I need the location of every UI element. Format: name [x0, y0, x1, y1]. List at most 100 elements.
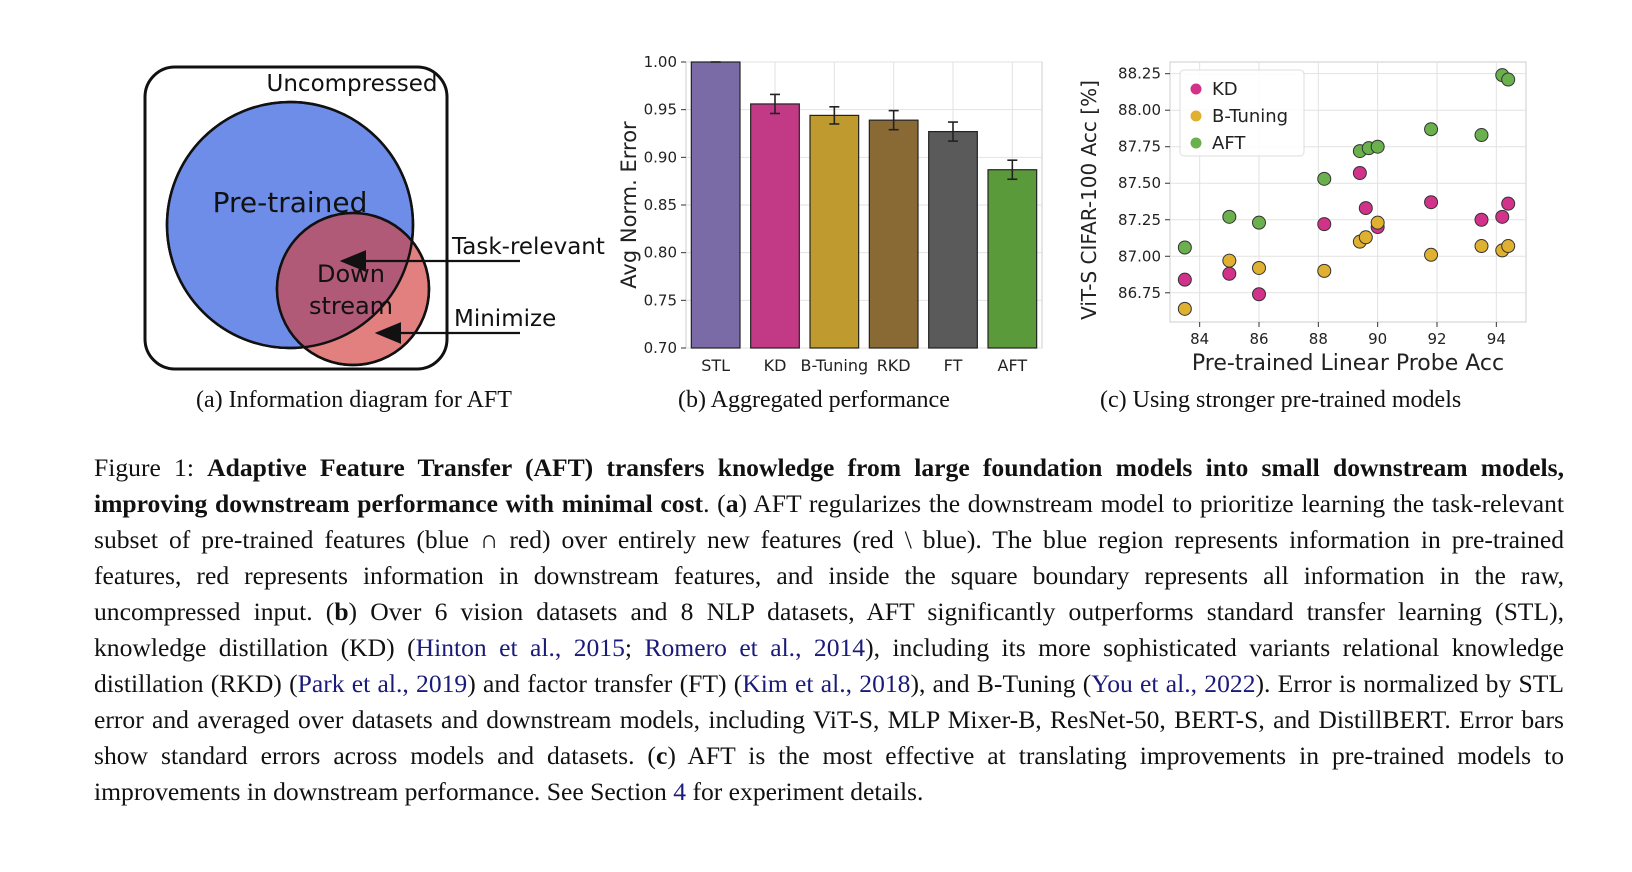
task-relevant-label: Task-relevant — [451, 234, 605, 260]
scatter-point-aft — [1252, 215, 1266, 230]
scatter-ytick-label: 87.25 — [1118, 211, 1161, 229]
caption-text: . ( — [703, 489, 726, 518]
bar-ft — [928, 130, 978, 349]
caption-text: ), and B-Tuning ( — [910, 669, 1092, 698]
scatter-xtick-label: 92 — [1427, 330, 1446, 348]
caption-text: ) Over 6 vision datasets and 8 NLP datas… — [94, 597, 1565, 662]
caption-text: ). Error is normalized by STL error and … — [94, 669, 1564, 770]
scatter-xtick-label: 88 — [1309, 330, 1328, 348]
bar-kd — [750, 103, 800, 349]
caption-a: (a) Information diagram for AFT — [196, 387, 512, 413]
bar-ytick-label: 0.90 — [644, 148, 677, 166]
scatter-point-kd — [1222, 266, 1237, 281]
bar-stl — [690, 61, 741, 349]
figure-caption: Figure 1: Adaptive Feature Transfer (AFT… — [94, 450, 1564, 810]
caption-letter-b: b — [334, 597, 349, 626]
legend-marker-kd — [1190, 83, 1202, 95]
scatter-ytick-label: 87.50 — [1118, 174, 1161, 192]
scatter-xlabel: Pre-trained Linear Probe Acc — [1192, 351, 1504, 376]
scatter-point-kd — [1474, 212, 1489, 227]
scatter-ytick-label: 88.00 — [1118, 101, 1161, 119]
minimize-label: Minimize — [454, 306, 556, 332]
scatter-xtick-label: 84 — [1190, 330, 1209, 348]
citation-park[interactable]: Park et al., 2019 — [297, 669, 468, 698]
citation-you[interactable]: You et al., 2022 — [1091, 669, 1256, 698]
bar-ytick-label: 0.70 — [644, 339, 677, 357]
caption-text: ) AFT is the most effective at translati… — [94, 741, 1565, 806]
scatter-point-aft — [1424, 122, 1439, 137]
caption-letter-c: c — [655, 741, 668, 770]
scatter-ylabel: ViT-S CIFAR-100 Acc [%] — [1077, 80, 1101, 320]
scatter-ytick-label: 87.00 — [1118, 247, 1161, 265]
uncompressed-label: Uncompressed — [267, 71, 438, 97]
scatter-point-kd — [1317, 217, 1332, 232]
bar-ytick-label: 0.85 — [644, 196, 677, 214]
caption-text: for experiment details. — [686, 777, 924, 806]
caption-b: (b) Aggregated performance — [678, 387, 950, 413]
caption-text: ) and factor transfer (FT) ( — [467, 669, 743, 698]
bar-category-label: FT — [944, 356, 963, 375]
scatter-point-aft — [1370, 139, 1385, 154]
scatter-point-b-tuning — [1222, 253, 1237, 268]
pretrained-label: Pre-trained — [213, 186, 368, 219]
citation-kim[interactable]: Kim et al., 2018 — [742, 669, 911, 698]
legend-marker-b-tuning — [1190, 110, 1202, 122]
scatter-point-b-tuning — [1424, 247, 1439, 262]
scatter-point-aft — [1501, 72, 1516, 87]
bar-ytick-label: 0.80 — [644, 244, 677, 262]
bar-ytick-label: 1.00 — [644, 53, 677, 71]
bar-category-label: RKD — [877, 356, 911, 375]
legend-marker-aft — [1190, 137, 1202, 149]
scatter-point-kd — [1358, 201, 1373, 216]
bar-ytick-label: 0.75 — [644, 291, 677, 309]
section-reference[interactable]: 4 — [673, 777, 687, 806]
scatter-chart: 84 86 88 90 92 94 86.75 87.00 87.25 87.50 87.75 88.… — [1077, 61, 1527, 376]
caption-text: ) AFT regularizes the downstream model t… — [94, 489, 1564, 626]
legend-label-kd: KD — [1212, 79, 1238, 100]
scatter-point-b-tuning — [1252, 260, 1266, 275]
scatter-point-aft — [1474, 128, 1489, 143]
legend-label-aft: AFT — [1212, 133, 1246, 154]
scatter-xtick-label: 90 — [1368, 330, 1387, 348]
bar-category-label: STL — [701, 356, 730, 375]
scatter-point-kd — [1252, 287, 1266, 302]
caption-prefix: Figure 1: — [94, 453, 208, 482]
bar-rkd — [868, 119, 919, 349]
legend-label-b-tuning: B-Tuning — [1212, 106, 1288, 127]
bar-aft — [987, 169, 1038, 349]
caption-text: ; — [624, 633, 645, 662]
caption-bold-summary: Adaptive Feature Transfer (AFT) transfer… — [94, 453, 1564, 518]
scatter-point-kd — [1501, 196, 1516, 211]
bar-ytick-label: 0.95 — [644, 101, 677, 119]
scatter-xtick-label: 94 — [1487, 330, 1506, 348]
scatter-ytick-label: 86.75 — [1118, 284, 1161, 302]
scatter-point-b-tuning — [1358, 230, 1373, 245]
scatter-xtick-label: 86 — [1249, 330, 1268, 348]
legend-box — [1179, 69, 1305, 157]
scatter-point-b-tuning — [1501, 239, 1516, 254]
scatter-point-aft — [1317, 171, 1332, 186]
scatter-ytick-label: 88.25 — [1118, 65, 1161, 83]
scatter-point-b-tuning — [1317, 263, 1332, 278]
bar-category-label: B-Tuning — [801, 356, 869, 375]
scatter-point-kd — [1495, 209, 1510, 224]
caption-text: ), including its more sophisticated vari… — [94, 633, 1565, 698]
scatter-point-kd — [1424, 195, 1439, 210]
scatter-point-b-tuning — [1177, 301, 1192, 316]
citation-romero[interactable]: Romero et al., 2014 — [644, 633, 866, 662]
bar-chart: 0.70 0.75 0.80 0.85 0.90 0.95 1.00 STL KD B-Tunin… — [617, 53, 1043, 375]
scatter-ytick-label: 87.75 — [1118, 138, 1161, 156]
scatter-point-b-tuning — [1370, 215, 1385, 230]
scatter-point-aft — [1177, 240, 1192, 255]
bar-ylabel: Avg Norm. Error — [617, 121, 641, 289]
scatter-point-kd — [1352, 166, 1367, 181]
information-diagram: Uncompressed Pre-trained Down stream Tas… — [143, 65, 605, 371]
scatter-legend: KD B-Tuning AFT — [1179, 69, 1305, 157]
bar-category-label: KD — [764, 356, 787, 375]
caption-letter-a: a — [725, 489, 739, 518]
downstream-label-line2: stream — [309, 292, 393, 320]
bar-category-label: AFT — [998, 356, 1028, 375]
citation-hinton[interactable]: Hinton et al., 2015 — [415, 633, 625, 662]
bar-b-tuning — [809, 114, 860, 349]
scatter-point-aft — [1222, 209, 1237, 224]
